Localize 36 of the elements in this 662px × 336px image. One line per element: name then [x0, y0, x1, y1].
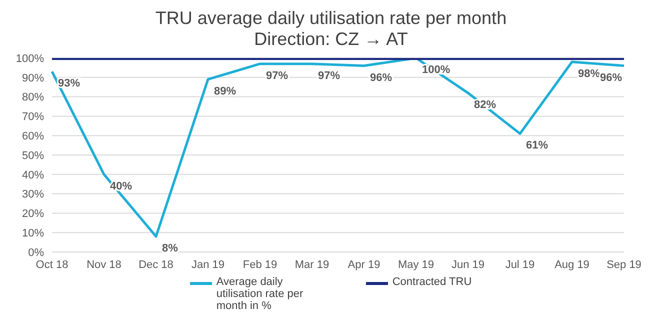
y-tick-label: 70% — [22, 111, 44, 124]
data-label: 98% — [578, 68, 600, 80]
x-tick-label: May 19 — [398, 258, 434, 271]
x-tick-label: Feb 19 — [242, 258, 278, 271]
legend-label: Average daily utilisation rate per month in % — [216, 276, 304, 312]
x-tick-label: Jun 19 — [451, 258, 485, 271]
y-tick-label: 0% — [28, 246, 44, 259]
x-tick-label: Sep 19 — [606, 258, 642, 271]
y-tick-label: 30% — [22, 188, 44, 201]
chart-title: TRU average daily utilisation rate per month — [154, 8, 508, 29]
y-tick-label: 90% — [22, 72, 44, 84]
line-series — [50, 58, 626, 238]
x-tick-label: Mar 19 — [294, 258, 330, 271]
x-tick-label: Dec 18 — [138, 258, 174, 271]
x-tick-label: Apr 19 — [348, 258, 380, 271]
y-tick-label: 10% — [22, 228, 44, 240]
data-label: 96% — [600, 72, 622, 84]
x-tick-label: Oct 18 — [36, 258, 68, 271]
x-tick-label: Nov 18 — [86, 258, 122, 271]
y-tick-label: 50% — [22, 150, 44, 162]
y-tick-label: 100% — [16, 52, 44, 65]
x-tick-label: Jul 19 — [505, 258, 535, 271]
y-tick-label: 80% — [22, 92, 44, 104]
data-label: 96% — [370, 72, 392, 84]
chart-subtitle: Direction: CZ → AT — [253, 29, 409, 50]
legend-label: Contracted TRU — [392, 276, 472, 288]
data-label: 61% — [526, 140, 548, 152]
x-tick-label: Jan 19 — [191, 258, 225, 271]
y-tick-label: 40% — [22, 169, 44, 182]
y-tick-label: 20% — [22, 208, 44, 220]
data-label: 89% — [214, 85, 236, 98]
data-label: 97% — [266, 70, 288, 82]
data-label: 97% — [318, 70, 340, 82]
data-label: 8% — [162, 242, 178, 254]
x-tick-label: Aug 19 — [554, 258, 590, 271]
y-tick-label: 60% — [22, 130, 44, 143]
